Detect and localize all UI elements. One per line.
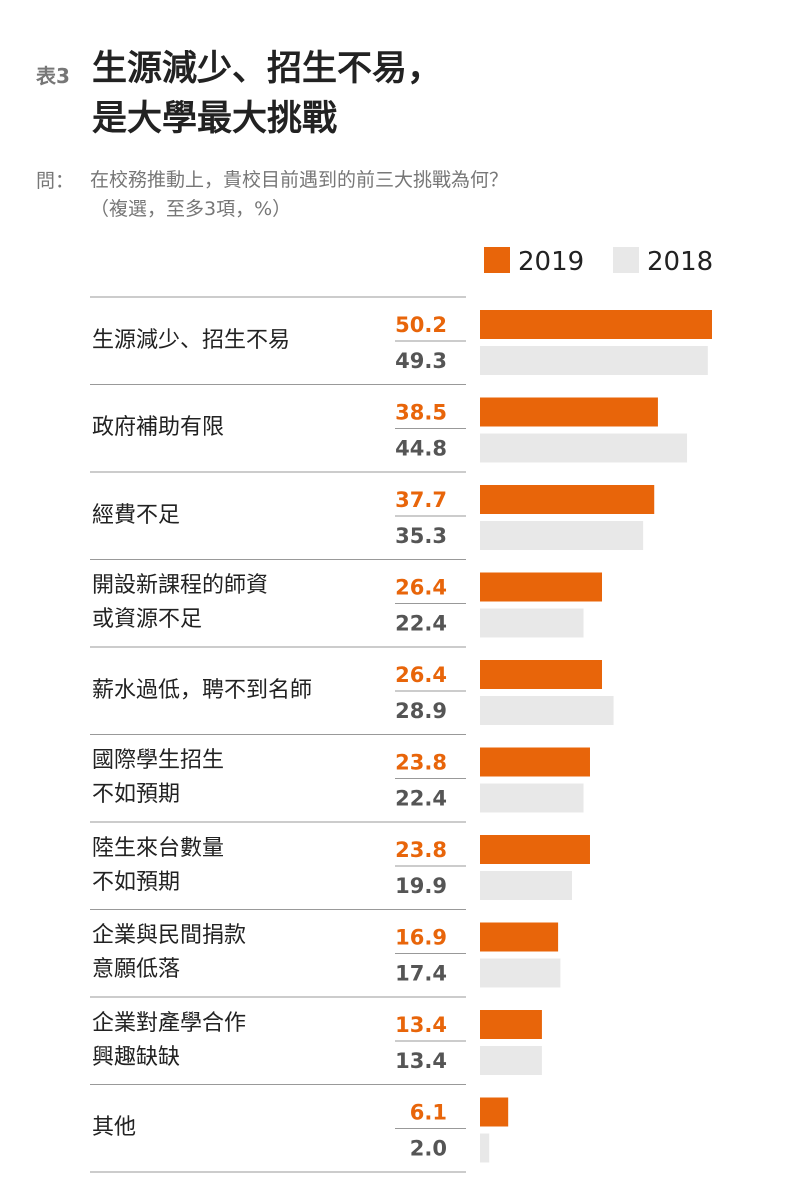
category-label: 其他 (92, 1115, 137, 1141)
value-label: 50.2 (395, 313, 447, 337)
bar (480, 783, 584, 813)
category-label: 國際學生招生 不如預期 (92, 748, 225, 808)
bar (480, 1010, 542, 1039)
bar (480, 310, 712, 339)
value-label: 22.4 (395, 612, 447, 636)
category-label: 企業對產學合作 興趣缺缺 (92, 1010, 247, 1070)
bar (480, 1133, 490, 1163)
value-label: 26.4 (395, 663, 447, 687)
bar (480, 346, 708, 375)
value-label: 35.3 (395, 524, 447, 548)
bar (480, 433, 688, 463)
value-label: 13.4 (395, 1049, 447, 1073)
table-label: 表3 (36, 64, 70, 88)
chart-title: 生源減少、招生不易， 是大學最大挑戰 (92, 49, 443, 139)
value-label: 19.9 (395, 874, 447, 898)
bar (480, 660, 603, 689)
value-label: 6.1 (410, 1101, 447, 1125)
bar (480, 747, 590, 777)
category-label: 生源減少、招生不易 (92, 327, 291, 353)
value-label: 44.8 (395, 437, 447, 461)
bar (480, 871, 572, 900)
category-label: 經費不足 (92, 502, 181, 528)
legend-swatch (484, 247, 510, 273)
category-label: 陸生來台數量 不如預期 (92, 835, 225, 895)
question-label: 問： (36, 170, 75, 192)
value-label: 37.7 (395, 488, 447, 512)
bar (480, 485, 655, 514)
chart-subtitle: 在校務推動上，貴校目前遇到的前三大挑戰為何？ （複選，至多3項，%） (90, 169, 509, 220)
value-label: 28.9 (395, 699, 447, 723)
value-label: 17.4 (395, 962, 447, 986)
bar (480, 572, 603, 602)
category-label: 政府補助有限 (92, 415, 225, 441)
value-label: 13.4 (395, 1013, 447, 1037)
value-label: 49.3 (395, 349, 447, 373)
category-label: 企業與民間捐款 意願低落 (92, 923, 247, 983)
value-label: 22.4 (395, 787, 447, 811)
value-label: 23.8 (395, 838, 447, 862)
value-label: 23.8 (395, 751, 447, 775)
category-label: 開設新課程的師資 或資源不足 (92, 573, 269, 633)
value-label: 2.0 (410, 1137, 447, 1161)
value-label: 26.4 (395, 576, 447, 600)
category-label: 薪水過低，聘不到名師 (92, 677, 313, 703)
bar (480, 1097, 509, 1127)
bar (480, 1046, 542, 1075)
legend-label: 2019 (518, 247, 584, 277)
bar (480, 608, 584, 638)
legend-label: 2018 (647, 247, 713, 277)
bar (480, 922, 559, 952)
bar (480, 835, 590, 864)
value-label: 38.5 (395, 401, 447, 425)
bar (480, 397, 658, 427)
bar (480, 696, 614, 725)
bar (480, 521, 644, 550)
legend-swatch (613, 247, 639, 273)
value-label: 16.9 (395, 926, 447, 950)
bar (480, 958, 561, 988)
